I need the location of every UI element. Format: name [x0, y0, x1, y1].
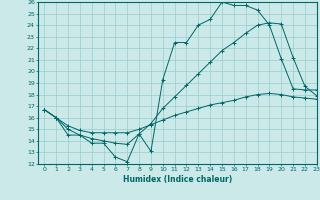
- X-axis label: Humidex (Indice chaleur): Humidex (Indice chaleur): [123, 175, 232, 184]
